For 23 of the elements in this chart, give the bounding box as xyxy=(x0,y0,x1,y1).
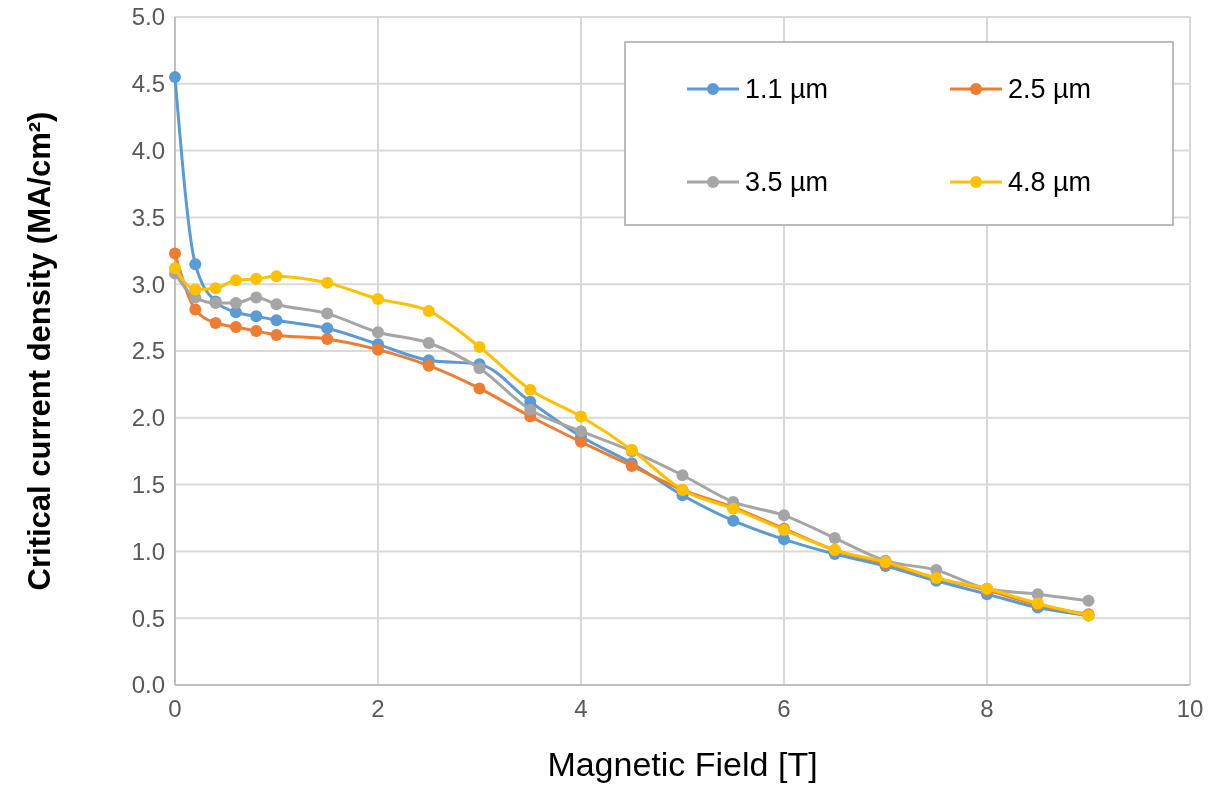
y-axis-title: Critical current density (MA/cm²) xyxy=(22,111,57,591)
legend-label: 3.5 µm xyxy=(745,167,829,198)
y-tick-label: 3.5 xyxy=(131,203,165,231)
x-tick-label: 6 xyxy=(777,695,791,722)
y-tick-label: 1.0 xyxy=(131,537,165,565)
y-tick-label: 0.0 xyxy=(131,671,165,699)
y-tick-label: 5.0 xyxy=(131,3,165,31)
y-tick-label: 1.5 xyxy=(131,471,165,498)
x-tick-label: 4 xyxy=(574,695,588,722)
x-tick-label: 8 xyxy=(980,695,994,722)
y-tick-label: 0.5 xyxy=(131,604,165,632)
legend-label: 2.5 µm xyxy=(1008,74,1092,105)
x-tick-label: 2 xyxy=(371,695,385,722)
y-tick-label: 4.5 xyxy=(131,70,165,98)
y-tick-label: 3.0 xyxy=(131,270,165,298)
y-tick-label: 4.0 xyxy=(131,137,165,164)
y-tick-label: 2.5 xyxy=(131,337,165,365)
x-axis-title: Magnetic Field [T] xyxy=(547,745,818,783)
legend-label: 4.8 µm xyxy=(1008,167,1092,198)
y-tick-label: 2.0 xyxy=(131,404,165,432)
legend-label: 1.1 µm xyxy=(745,74,829,105)
x-tick-label: 0 xyxy=(168,695,182,722)
x-tick-label: 10 xyxy=(1176,695,1204,722)
